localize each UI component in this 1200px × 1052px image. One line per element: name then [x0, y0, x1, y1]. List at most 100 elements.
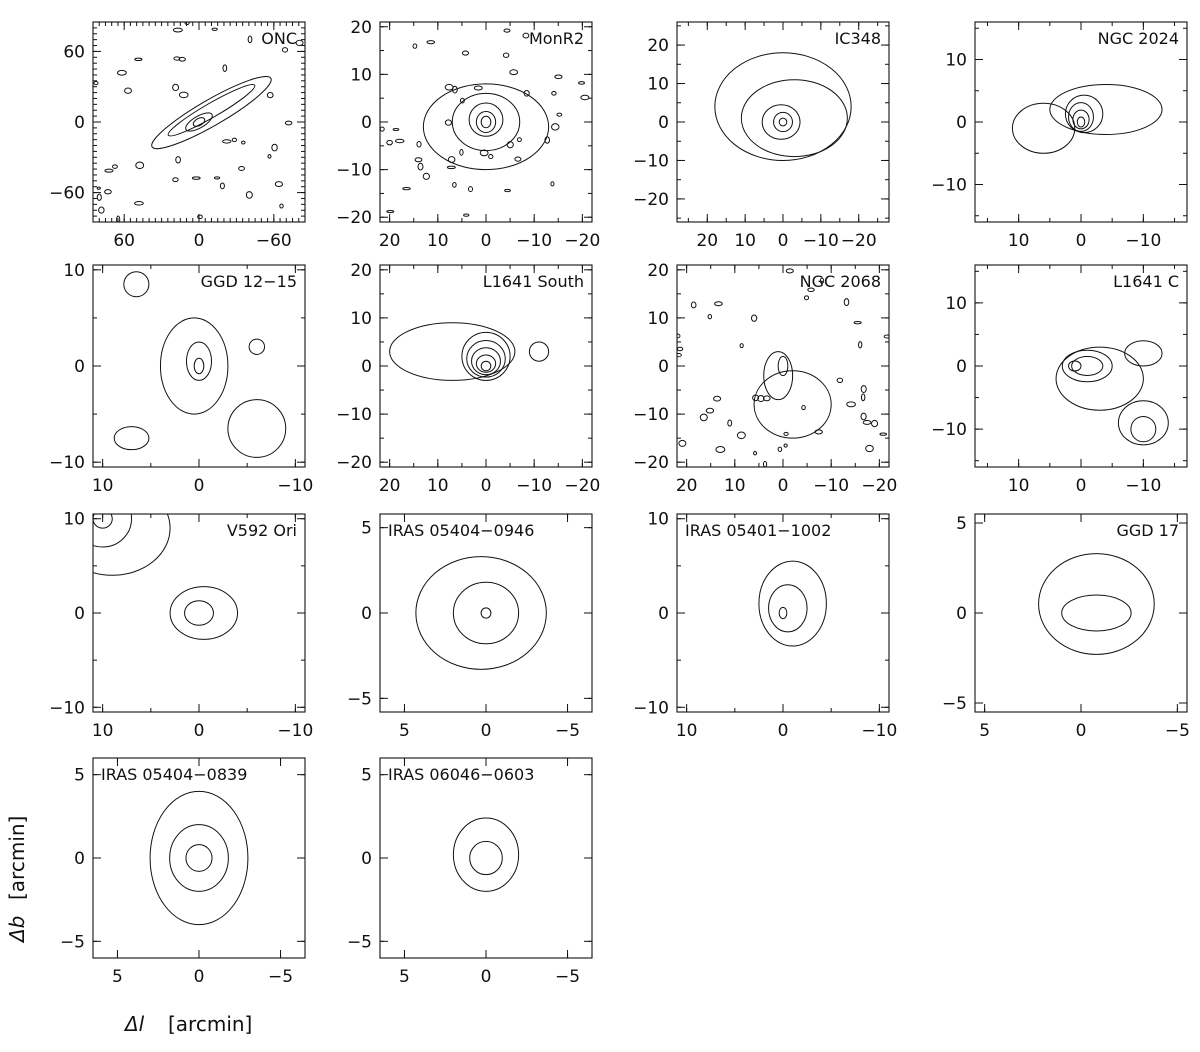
panel: 5 0 −5 5 0 −5 IRAS 05404−0839 — [60, 757, 306, 987]
panel: 20 10 0 −10 −20 20 10 0 −10 −20 NGC 2068 — [633, 261, 897, 496]
noise-contour — [556, 112, 563, 117]
panel-title: NGC 2024 — [1098, 29, 1179, 48]
x-tick-label: 0 — [1076, 721, 1087, 741]
x-tick-label: −10 — [277, 721, 313, 741]
y-tick-label: 0 — [361, 849, 372, 869]
noise-contour — [544, 136, 551, 144]
noise-contour — [444, 83, 454, 91]
contour-line — [1061, 594, 1132, 632]
x-tick-label: 5 — [112, 967, 123, 987]
noise-contour — [506, 141, 514, 149]
contour-line — [1011, 102, 1076, 154]
noise-contour — [707, 313, 713, 320]
noise-contour — [509, 69, 519, 76]
noise-contour — [247, 35, 253, 44]
noise-contour — [134, 57, 143, 62]
y-tick-label: −20 — [336, 208, 372, 228]
contour-line — [1068, 360, 1082, 372]
contour-line — [1130, 416, 1157, 443]
y-tick-label: −20 — [633, 453, 669, 473]
noise-contour — [846, 401, 856, 408]
contour-line — [768, 584, 808, 633]
noise-contour — [753, 450, 758, 456]
noise-contour — [459, 149, 464, 156]
noise-contour — [853, 320, 862, 325]
x-tick-label: 0 — [194, 967, 205, 987]
panel-frame — [974, 513, 1188, 713]
contour-line — [227, 399, 287, 458]
x-tick-label: −10 — [803, 231, 839, 251]
panel-title: IC348 — [835, 29, 881, 48]
noise-contour — [245, 191, 253, 199]
noise-contour — [757, 394, 765, 403]
noise-contour — [412, 43, 418, 49]
noise-contour — [803, 295, 810, 301]
noise-contour — [222, 139, 232, 144]
y-tick-label: 10 — [647, 309, 669, 329]
noise-contour — [819, 277, 825, 284]
y-tick-label: −10 — [931, 176, 967, 196]
y-axis-label-unit: [arcmin] — [5, 816, 29, 900]
contour-line — [753, 370, 832, 439]
panel: 5 0 −5 5 0 −5 GGD 17 — [942, 513, 1190, 741]
y-tick-label: 10 — [647, 75, 669, 95]
x-tick-label: −10 — [1125, 231, 1161, 251]
noise-contour — [116, 215, 121, 222]
contour-line — [777, 355, 789, 377]
noise-contour — [479, 149, 489, 157]
noise-contour — [178, 56, 186, 62]
noise-contour — [514, 156, 522, 162]
y-tick-label: 0 — [74, 113, 85, 133]
noise-contour — [386, 210, 395, 214]
y-tick-label: 0 — [658, 113, 669, 133]
x-tick-label: 60 — [113, 231, 135, 251]
panel-title: IRAS 06046−0603 — [388, 765, 534, 784]
noise-contour — [416, 140, 422, 148]
panel-frame — [379, 757, 593, 959]
contour-line — [123, 271, 150, 298]
noise-contour — [222, 64, 228, 73]
x-tick-label: 0 — [778, 231, 789, 251]
noise-contour — [380, 126, 385, 132]
x-tick-label: 0 — [194, 721, 205, 741]
noise-contour — [271, 143, 278, 152]
y-tick-label: 20 — [647, 261, 669, 281]
contour-line — [773, 111, 793, 133]
contour-line — [192, 117, 206, 127]
noise-contour — [752, 394, 759, 402]
noise-contour — [736, 431, 746, 440]
x-tick-label: −20 — [841, 231, 877, 251]
noise-contour — [402, 186, 411, 191]
panel-title: L1641 South — [483, 272, 584, 291]
y-tick-label: −10 — [336, 161, 372, 181]
noise-contour — [783, 431, 789, 436]
y-tick-label: 0 — [361, 113, 372, 133]
noise-contour — [473, 85, 483, 91]
x-tick-label: 0 — [481, 231, 492, 251]
x-tick-label: 10 — [734, 231, 756, 251]
noise-contour — [713, 395, 722, 402]
noise-contour — [231, 137, 238, 143]
x-tick-label: 0 — [481, 721, 492, 741]
y-axis-label: Δb [arcmin] — [5, 816, 29, 944]
x-tick-label: −5 — [555, 721, 580, 741]
noise-contour — [267, 154, 272, 159]
noise-contour — [447, 156, 456, 163]
contour-line — [151, 76, 272, 150]
x-tick-label: −5 — [1165, 721, 1190, 741]
x-tick-label: 10 — [1008, 476, 1030, 496]
noise-contour — [238, 165, 245, 171]
contour-line — [1124, 340, 1163, 367]
noise-contour — [134, 201, 144, 206]
x-tick-label: 0 — [1076, 231, 1087, 251]
noise-contour — [883, 334, 889, 339]
panel-frame — [676, 513, 890, 713]
contour-line — [93, 514, 113, 529]
noise-contour — [504, 188, 511, 193]
noise-contour — [551, 123, 560, 131]
noise-contour — [727, 419, 733, 427]
plot-area — [389, 322, 550, 381]
contour-line — [528, 341, 550, 362]
noise-contour — [783, 443, 788, 448]
